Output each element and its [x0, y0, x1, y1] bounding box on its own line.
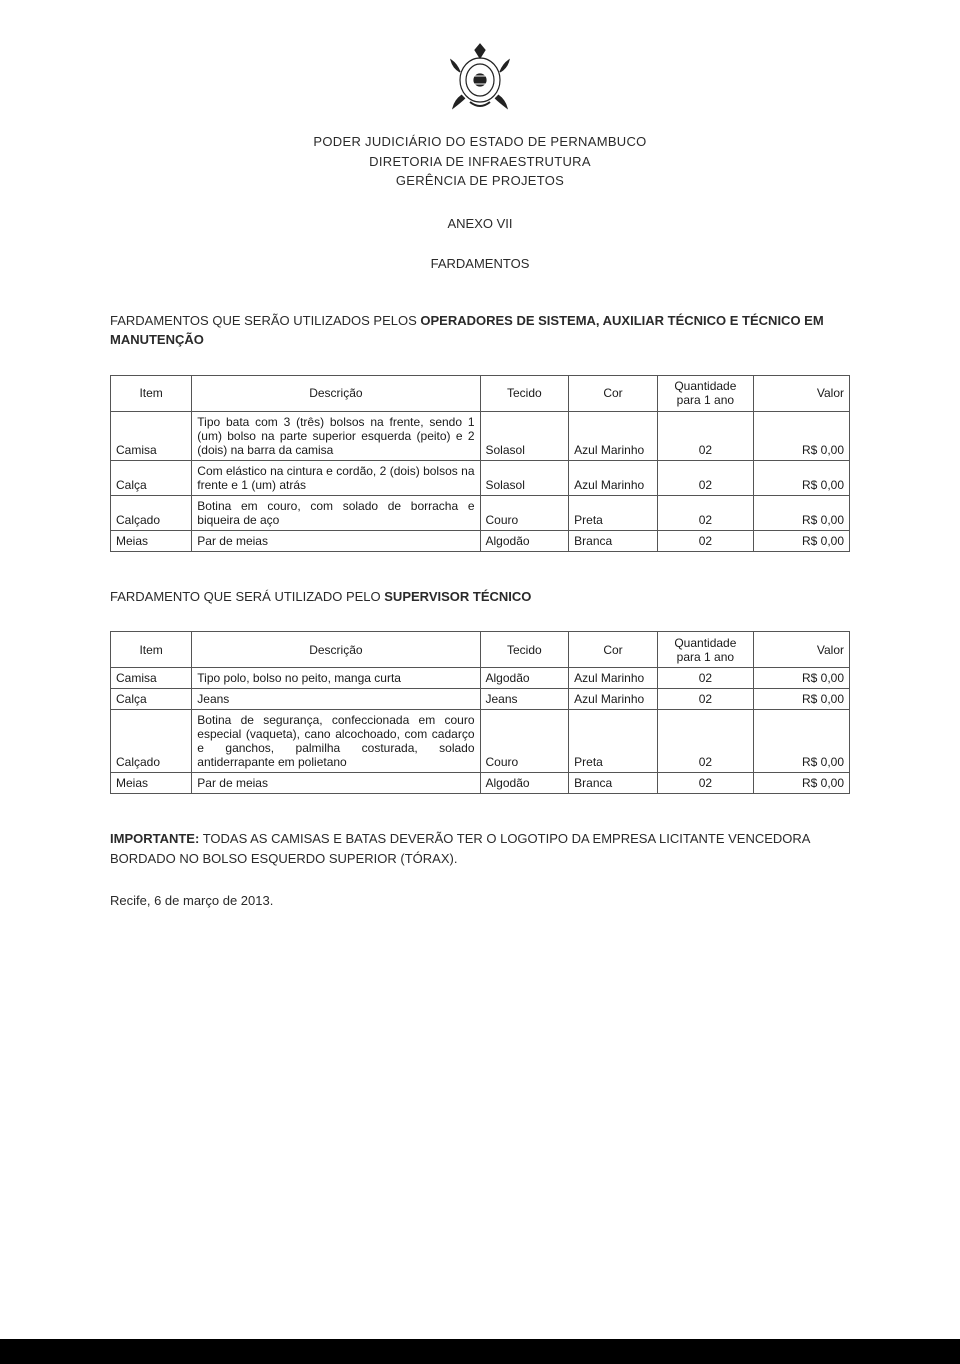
cell-descricao: Tipo polo, bolso no peito, manga curta: [192, 668, 480, 689]
cell-quantidade: 02: [657, 460, 753, 495]
cell-tecido: Algodão: [480, 773, 569, 794]
table-row: CalçaJeansJeansAzul Marinho02R$ 0,00: [111, 689, 850, 710]
th-tecido: Tecido: [480, 375, 569, 411]
cell-valor: R$ 0,00: [753, 689, 849, 710]
intro-1: FARDAMENTOS QUE SERÃO UTILIZADOS PELOS O…: [110, 311, 850, 350]
header-line-3: GERÊNCIA DE PROJETOS: [110, 171, 850, 191]
important-text: TODAS AS CAMISAS E BATAS DEVERÃO TER O L…: [110, 831, 810, 866]
cell-item: Calçado: [111, 710, 192, 773]
cell-valor: R$ 0,00: [753, 668, 849, 689]
cell-item: Camisa: [111, 668, 192, 689]
th-valor: Valor: [753, 375, 849, 411]
table-row: CalçaCom elástico na cintura e cordão, 2…: [111, 460, 850, 495]
cell-tecido: Solasol: [480, 411, 569, 460]
cell-cor: Azul Marinho: [569, 411, 658, 460]
th-quantidade: Quantidade para 1 ano: [657, 375, 753, 411]
anexo-label: ANEXO VII: [110, 216, 850, 231]
cell-valor: R$ 0,00: [753, 773, 849, 794]
cell-valor: R$ 0,00: [753, 530, 849, 551]
intro-2-bold: SUPERVISOR TÉCNICO: [384, 589, 531, 604]
cell-cor: Branca: [569, 773, 658, 794]
cell-cor: Azul Marinho: [569, 460, 658, 495]
cell-cor: Preta: [569, 495, 658, 530]
cell-cor: Azul Marinho: [569, 689, 658, 710]
cell-descricao: Tipo bata com 3 (três) bolsos na frente,…: [192, 411, 480, 460]
cell-quantidade: 02: [657, 411, 753, 460]
cell-quantidade: 02: [657, 689, 753, 710]
table-row: CamisaTipo polo, bolso no peito, manga c…: [111, 668, 850, 689]
important-note: IMPORTANTE: TODAS AS CAMISAS E BATAS DEV…: [110, 829, 850, 868]
table-header-row: Item Descrição Tecido Cor Quantidade par…: [111, 375, 850, 411]
cell-valor: R$ 0,00: [753, 460, 849, 495]
table-row: MeiasPar de meiasAlgodãoBranca02R$ 0,00: [111, 773, 850, 794]
th-descricao: Descrição: [192, 375, 480, 411]
header-block: PODER JUDICIÁRIO DO ESTADO DE PERNAMBUCO…: [110, 132, 850, 191]
cell-descricao: Par de meias: [192, 530, 480, 551]
cell-cor: Branca: [569, 530, 658, 551]
section-title: FARDAMENTOS: [110, 256, 850, 271]
cell-tecido: Algodão: [480, 668, 569, 689]
cell-item: Calça: [111, 689, 192, 710]
coat-of-arms-icon: [445, 40, 515, 117]
logo-wrap: [110, 40, 850, 117]
intro-2-prefix: FARDAMENTO QUE SERÁ UTILIZADO PELO: [110, 589, 384, 604]
th-quantidade: Quantidade para 1 ano: [657, 632, 753, 668]
cell-tecido: Couro: [480, 710, 569, 773]
cell-descricao: Botina em couro, com solado de borracha …: [192, 495, 480, 530]
cell-cor: Azul Marinho: [569, 668, 658, 689]
th-item: Item: [111, 632, 192, 668]
th-cor: Cor: [569, 375, 658, 411]
intro-2: FARDAMENTO QUE SERÁ UTILIZADO PELO SUPER…: [110, 587, 850, 607]
cell-item: Calçado: [111, 495, 192, 530]
cell-descricao: Par de meias: [192, 773, 480, 794]
cell-descricao: Botina de segurança, confeccionada em co…: [192, 710, 480, 773]
cell-quantidade: 02: [657, 773, 753, 794]
th-item: Item: [111, 375, 192, 411]
table-header-row: Item Descrição Tecido Cor Quantidade par…: [111, 632, 850, 668]
date-line: Recife, 6 de março de 2013.: [110, 893, 850, 908]
th-descricao: Descrição: [192, 632, 480, 668]
th-tecido: Tecido: [480, 632, 569, 668]
cell-item: Calça: [111, 460, 192, 495]
table-row: CalçadoBotina em couro, com solado de bo…: [111, 495, 850, 530]
intro-1-prefix: FARDAMENTOS QUE SERÃO UTILIZADOS PELOS: [110, 313, 420, 328]
table-row: MeiasPar de meiasAlgodãoBranca02R$ 0,00: [111, 530, 850, 551]
table-operators: Item Descrição Tecido Cor Quantidade par…: [110, 375, 850, 552]
cell-valor: R$ 0,00: [753, 495, 849, 530]
cell-item: Camisa: [111, 411, 192, 460]
bottom-bar: [0, 1339, 960, 1364]
header-line-1: PODER JUDICIÁRIO DO ESTADO DE PERNAMBUCO: [110, 132, 850, 152]
important-label: IMPORTANTE:: [110, 831, 199, 846]
cell-quantidade: 02: [657, 495, 753, 530]
cell-valor: R$ 0,00: [753, 411, 849, 460]
cell-item: Meias: [111, 530, 192, 551]
cell-descricao: Jeans: [192, 689, 480, 710]
table-row: CalçadoBotina de segurança, confeccionad…: [111, 710, 850, 773]
cell-quantidade: 02: [657, 668, 753, 689]
table-row: CamisaTipo bata com 3 (três) bolsos na f…: [111, 411, 850, 460]
cell-descricao: Com elástico na cintura e cordão, 2 (doi…: [192, 460, 480, 495]
header-line-2: DIRETORIA DE INFRAESTRUTURA: [110, 152, 850, 172]
cell-tecido: Solasol: [480, 460, 569, 495]
cell-item: Meias: [111, 773, 192, 794]
cell-quantidade: 02: [657, 710, 753, 773]
cell-tecido: Couro: [480, 495, 569, 530]
th-cor: Cor: [569, 632, 658, 668]
cell-valor: R$ 0,00: [753, 710, 849, 773]
cell-quantidade: 02: [657, 530, 753, 551]
cell-tecido: Jeans: [480, 689, 569, 710]
table-supervisor: Item Descrição Tecido Cor Quantidade par…: [110, 631, 850, 794]
cell-cor: Preta: [569, 710, 658, 773]
cell-tecido: Algodão: [480, 530, 569, 551]
th-valor: Valor: [753, 632, 849, 668]
